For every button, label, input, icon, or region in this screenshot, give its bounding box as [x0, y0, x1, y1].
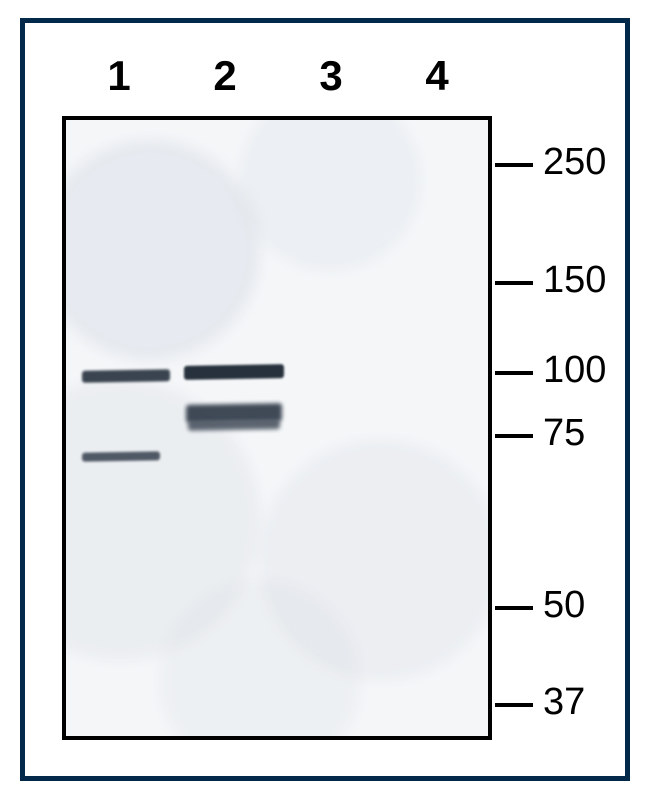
- mw-label-37: 37: [543, 681, 585, 724]
- blot-frame: [62, 116, 492, 740]
- mw-label-150: 150: [543, 259, 606, 302]
- mw-tick-150: [495, 281, 533, 285]
- mw-tick-250: [495, 163, 533, 167]
- western-blot-figure: 1234 250150100755037: [0, 0, 650, 799]
- mw-tick-37: [495, 703, 533, 707]
- mw-label-75: 75: [543, 412, 585, 455]
- mw-tick-50: [495, 606, 533, 610]
- mw-label-250: 250: [543, 141, 606, 184]
- mw-label-100: 100: [543, 349, 606, 392]
- mw-tick-100: [495, 371, 533, 375]
- mw-label-50: 50: [543, 584, 585, 627]
- mw-tick-75: [495, 434, 533, 438]
